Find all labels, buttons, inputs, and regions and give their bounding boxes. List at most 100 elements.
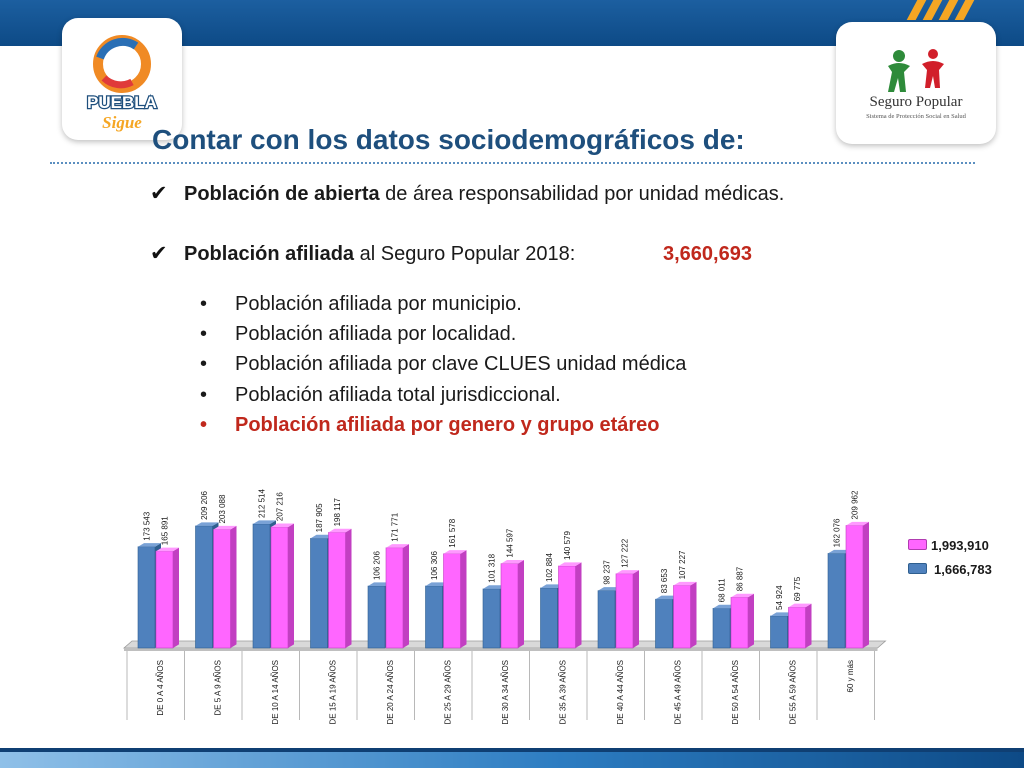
bullet-icon: • bbox=[200, 323, 208, 345]
bar-side bbox=[230, 525, 237, 648]
bar-pink bbox=[328, 532, 346, 649]
data-label: 140 579 bbox=[563, 531, 572, 560]
checkmark-icon: ✔ bbox=[150, 182, 168, 205]
bar-blue bbox=[195, 525, 213, 649]
x-tick-label: DE 15 A 19 AÑOS bbox=[329, 660, 338, 724]
legend-label: 1,666,783 bbox=[934, 562, 992, 577]
bar-top bbox=[598, 587, 621, 591]
data-label: 209 206 bbox=[200, 490, 209, 519]
checklist-item: Población de abierta de área responsabil… bbox=[184, 183, 785, 205]
bar-blue bbox=[137, 546, 156, 649]
bar-pink bbox=[155, 550, 174, 649]
bar-top bbox=[655, 595, 679, 600]
bar-blue bbox=[712, 608, 731, 649]
data-label: 171 771 bbox=[391, 512, 400, 541]
data-label: 203 088 bbox=[218, 494, 227, 523]
bar-top bbox=[828, 549, 851, 554]
x-tick-label: DE 0 A 4 AÑOS bbox=[156, 660, 165, 716]
bar-pink bbox=[443, 553, 461, 649]
bar-pink bbox=[500, 563, 519, 649]
title-divider bbox=[50, 162, 975, 164]
bar-side bbox=[460, 550, 467, 648]
bullet-item: Población afiliada total jurisdiccional. bbox=[235, 384, 561, 406]
bar-side bbox=[863, 521, 869, 648]
footer-bar bbox=[0, 748, 1024, 768]
bar-side bbox=[518, 560, 524, 648]
puebla-logo: PUEBLA Sigue bbox=[62, 18, 182, 140]
data-label: 86 887 bbox=[736, 566, 745, 591]
bullet-item: Población afiliada por clave CLUES unida… bbox=[235, 353, 687, 375]
bar-pink bbox=[845, 525, 864, 649]
bar-top bbox=[328, 528, 352, 533]
data-label: 187 905 bbox=[315, 503, 324, 532]
data-label: 207 216 bbox=[276, 492, 285, 521]
data-label: 106 306 bbox=[430, 551, 439, 580]
x-tick-label: DE 25 A 29 AÑOS bbox=[444, 660, 453, 724]
bar-blue bbox=[540, 587, 558, 649]
bar-top bbox=[846, 521, 869, 526]
bar-blue bbox=[827, 553, 846, 649]
svg-text:PUEBLA: PUEBLA bbox=[87, 93, 157, 112]
data-label: 161 578 bbox=[448, 518, 457, 547]
bar-top bbox=[253, 520, 276, 524]
data-label: 173 543 bbox=[143, 511, 152, 540]
data-label: 54 924 bbox=[775, 585, 784, 610]
x-tick-label: DE 35 A 39 AÑOS bbox=[559, 660, 568, 724]
bar-top bbox=[425, 582, 449, 586]
data-label: 83 653 bbox=[660, 568, 669, 593]
header-stripe bbox=[954, 0, 975, 20]
x-tick-label: DE 10 A 14 AÑOS bbox=[271, 660, 280, 724]
bar-side bbox=[633, 570, 639, 648]
bullet-icon: • bbox=[200, 384, 208, 406]
bullet-icon: • bbox=[200, 414, 208, 436]
x-tick-label: DE 55 A 59 AÑOS bbox=[789, 660, 798, 724]
seguro-popular-logo-mark: Seguro Popular Sistema de Protección Soc… bbox=[866, 49, 967, 120]
bar-top bbox=[156, 547, 179, 552]
bar-top bbox=[213, 525, 237, 530]
bullet-item-highlight: Población afiliada por genero y grupo et… bbox=[235, 414, 660, 436]
bar-top bbox=[673, 581, 697, 586]
data-label: 209 962 bbox=[851, 490, 860, 519]
data-label: 98 237 bbox=[603, 560, 612, 585]
bar-pink bbox=[270, 526, 289, 649]
bar-blue bbox=[770, 615, 788, 649]
svg-text:Sistema de Protección Social e: Sistema de Protección Social en Salud bbox=[866, 113, 967, 120]
bar-pink bbox=[730, 597, 749, 649]
data-label: 144 597 bbox=[506, 528, 515, 557]
affiliated-population-total: 3,660,693 bbox=[663, 243, 752, 265]
bar-side bbox=[575, 562, 582, 648]
bar-top bbox=[501, 560, 524, 564]
checklist-item: Población afiliada al Seguro Popular 201… bbox=[184, 243, 576, 265]
bar-pink bbox=[385, 547, 404, 649]
bar-top bbox=[271, 523, 294, 528]
data-label: 198 117 bbox=[333, 498, 342, 527]
x-tick-label: DE 50 A 54 AÑOS bbox=[731, 660, 740, 724]
x-tick-label: DE 45 A 49 AÑOS bbox=[674, 660, 683, 724]
seguro-popular-logo: Seguro Popular Sistema de Protección Soc… bbox=[836, 22, 996, 144]
data-label: 68 011 bbox=[718, 578, 727, 602]
bar-top bbox=[558, 562, 582, 566]
bar-side bbox=[403, 544, 409, 648]
page-title: Contar con los datos sociodemográficos d… bbox=[152, 124, 745, 155]
bar-pink bbox=[788, 606, 806, 649]
data-label: 101 318 bbox=[488, 553, 497, 582]
data-label: 106 206 bbox=[373, 551, 382, 580]
x-tick-label: DE 30 A 34 AÑOS bbox=[501, 660, 510, 724]
bar-side bbox=[748, 593, 754, 648]
bar-side bbox=[288, 523, 294, 648]
bullet-item: Población afiliada por localidad. bbox=[235, 323, 517, 345]
legend-swatch-pink bbox=[908, 539, 927, 550]
bar-top bbox=[770, 612, 794, 616]
bullet-icon: • bbox=[200, 353, 208, 375]
bar-top bbox=[788, 603, 812, 608]
bar-side bbox=[173, 547, 179, 648]
data-label: 127 222 bbox=[621, 538, 630, 567]
x-tick-label: DE 20 A 24 AÑOS bbox=[386, 660, 395, 724]
bar-top bbox=[310, 534, 334, 539]
svg-text:Sigue: Sigue bbox=[102, 113, 142, 132]
bar-side bbox=[345, 528, 352, 648]
bar-side bbox=[805, 603, 812, 648]
bar-blue bbox=[367, 585, 386, 649]
bar-pink bbox=[673, 585, 691, 649]
bar-top bbox=[713, 604, 736, 609]
